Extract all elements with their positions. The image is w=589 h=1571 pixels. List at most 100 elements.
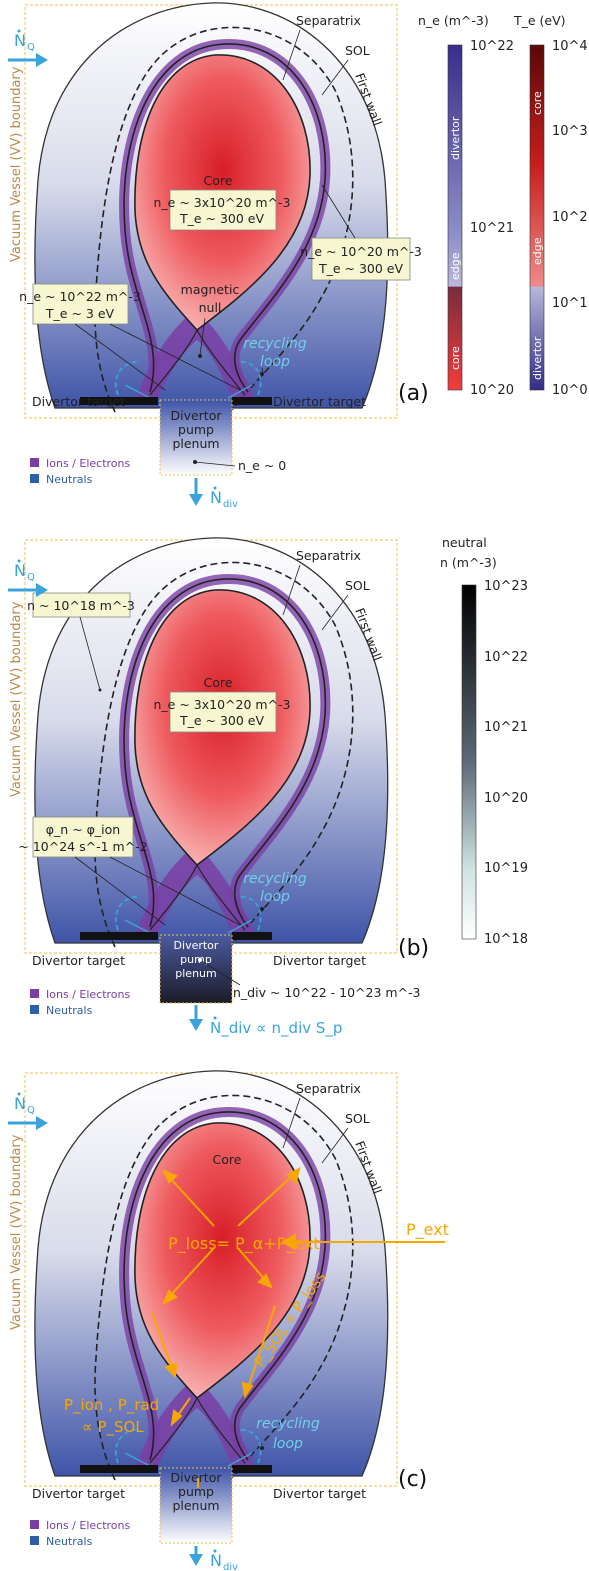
vv-boundary-label: Vacuum Vessel (VV) boundary bbox=[9, 601, 24, 797]
panel-a: Divertor pump plenum Separatrix SOL Firs… bbox=[8, 3, 588, 510]
nq-arrow: N Q bbox=[8, 29, 48, 67]
recycling-label-1: recycling bbox=[256, 1416, 320, 1432]
plenum-label-3: plenum bbox=[175, 967, 216, 980]
ndiv-arrow: N div bbox=[189, 1546, 238, 1571]
flux-line-1: φ_n ~ φ_ion bbox=[46, 822, 120, 837]
recycling-label-2: loop bbox=[260, 889, 290, 905]
colorbar-ne: n_e (m^-3) 10^22 10^21 10^20 divertor ed… bbox=[418, 13, 514, 398]
flux-line-2: ~ 10^24 s^-1 m^-2 bbox=[18, 839, 147, 854]
null-label-1: magnetic bbox=[181, 282, 240, 297]
flux-box bbox=[32, 816, 134, 858]
cb-ne-tick-0: 10^22 bbox=[470, 39, 514, 54]
sol-label: SOL bbox=[345, 1111, 370, 1126]
cb-te-tick-0: 10^4 bbox=[552, 39, 588, 54]
ndiv-flux-label: N_div ∝ n_div S_p bbox=[210, 1019, 342, 1038]
plenum-label-1: Divertor bbox=[174, 939, 219, 952]
cb-n-tick-3: 10^20 bbox=[484, 791, 528, 806]
plenum bbox=[159, 1467, 233, 1544]
core-label: Core bbox=[213, 1152, 242, 1167]
cb-ne-region-0: divertor bbox=[449, 116, 462, 160]
edge-n: n ~ 10^18 m^-3 bbox=[27, 598, 135, 613]
div-ne: n_e ~ 10^22 m^-3 bbox=[19, 289, 141, 304]
cb-n-tick-4: 10^19 bbox=[484, 861, 528, 876]
core-box bbox=[169, 691, 277, 733]
nq-sub: Q bbox=[27, 1105, 35, 1116]
plenum-label-1: Divertor bbox=[170, 408, 222, 423]
sol-label: SOL bbox=[345, 578, 370, 593]
core-ne: n_e ~ 3x10^20 m^-3 bbox=[153, 697, 290, 712]
recycling-label-1: recycling bbox=[243, 336, 307, 352]
divertor-target-right: Divertor target bbox=[273, 953, 366, 968]
cb-te-tick-3: 10^1 bbox=[552, 296, 588, 311]
ndiv-sub: div bbox=[223, 1562, 238, 1571]
psol2-label: ∝ P_SOL bbox=[82, 1418, 144, 1437]
panel-label: (b) bbox=[398, 936, 429, 961]
nq-sub: Q bbox=[27, 42, 35, 53]
cb-ne-tick-1: 10^21 bbox=[470, 221, 514, 236]
core-box bbox=[169, 189, 277, 231]
separatrix-label: Separatrix bbox=[296, 1081, 361, 1096]
nq-label: N bbox=[14, 1094, 26, 1113]
pext-label: P_ext bbox=[406, 1220, 449, 1240]
ndiv-label: N bbox=[210, 488, 222, 507]
null-label-2: null bbox=[199, 300, 222, 315]
plenum-label-2: pump bbox=[178, 1484, 214, 1499]
core-ne: n_e ~ 3x10^20 m^-3 bbox=[153, 195, 290, 210]
sol-te: T_e ~ 300 eV bbox=[318, 261, 404, 276]
cb-te-tick-4: 10^0 bbox=[552, 383, 588, 398]
separatrix-label: Separatrix bbox=[296, 13, 361, 28]
cb-te-region-0: core bbox=[531, 91, 544, 115]
panel-b: Divertor pump plenum Separatrix SOL Firs… bbox=[8, 535, 528, 1038]
div-te: T_e ~ 3 eV bbox=[45, 306, 115, 321]
cb-ne-title: n_e (m^-3) bbox=[418, 13, 489, 28]
legend-neutrals: Neutrals bbox=[46, 473, 93, 486]
core-te: T_e ~ 300 eV bbox=[179, 211, 265, 226]
recycling-label-2: loop bbox=[260, 354, 290, 370]
core-label: Core bbox=[204, 675, 233, 690]
divertor-target-left: Divertor target bbox=[32, 394, 125, 409]
plenum-label-1: Divertor bbox=[170, 1470, 222, 1485]
core-label: Core bbox=[204, 173, 233, 188]
ndiv-sub: div bbox=[223, 499, 238, 510]
divertor-target-left: Divertor target bbox=[32, 1486, 125, 1501]
cb-ne-tick-2: 10^20 bbox=[470, 383, 514, 398]
sol-label: SOL bbox=[345, 43, 370, 58]
plenum-label-3: plenum bbox=[172, 436, 219, 451]
plenum-ne: n_e ~ 0 bbox=[238, 458, 286, 473]
legend-ions: Ions / Electrons bbox=[46, 988, 130, 1001]
ndiv-flux-arrow: N_div ∝ n_div S_p bbox=[189, 1005, 342, 1038]
divertor-box bbox=[32, 283, 129, 325]
cb-ne-region-2: core bbox=[449, 346, 462, 370]
cb-n-tick-0: 10^23 bbox=[484, 579, 528, 594]
legend-ions-swatch bbox=[30, 458, 39, 467]
nq-arrow: N Q bbox=[8, 559, 48, 597]
plenum bbox=[159, 934, 233, 1004]
cb-te-tick-1: 10^3 bbox=[552, 124, 588, 139]
nq-arrow: N Q bbox=[8, 1092, 48, 1130]
divertor-target-right: Divertor target bbox=[273, 1486, 366, 1501]
legend-ions: Ions / Electrons bbox=[46, 1519, 130, 1532]
legend-neutrals: Neutrals bbox=[46, 1004, 93, 1017]
nq-label: N bbox=[14, 31, 26, 50]
legend-neutrals-swatch bbox=[30, 474, 39, 483]
cb-te-region-2: divertor bbox=[531, 336, 544, 380]
sol-ne: n_e ~ 10^20 m^-3 bbox=[300, 244, 422, 259]
plenum-label-3: plenum bbox=[172, 1498, 219, 1513]
separatrix-label: Separatrix bbox=[296, 548, 361, 563]
divertor-target-left: Divertor target bbox=[32, 953, 125, 968]
colorbar-te: T_e (eV) 10^4 10^3 10^2 10^1 10^0 core e… bbox=[513, 13, 588, 398]
vv-boundary-label: Vacuum Vessel (VV) boundary bbox=[9, 1134, 24, 1330]
cb-ne-region-1: edge bbox=[449, 252, 462, 280]
ndiv-label: N bbox=[210, 1551, 222, 1570]
recycling-label-2: loop bbox=[273, 1436, 303, 1452]
core-te: T_e ~ 300 eV bbox=[179, 713, 265, 728]
panel-label: (a) bbox=[398, 381, 429, 406]
panel-label: (c) bbox=[398, 1467, 427, 1492]
cb-te-region-1: edge bbox=[531, 237, 544, 265]
cb-te-tick-2: 10^2 bbox=[552, 210, 588, 225]
panel-c: Divertor pump plenum Separatrix SOL Firs… bbox=[8, 1071, 449, 1571]
recycling-label-1: recycling bbox=[243, 871, 307, 887]
legend-neutrals: Neutrals bbox=[46, 1535, 93, 1548]
nq-sub: Q bbox=[27, 572, 35, 583]
